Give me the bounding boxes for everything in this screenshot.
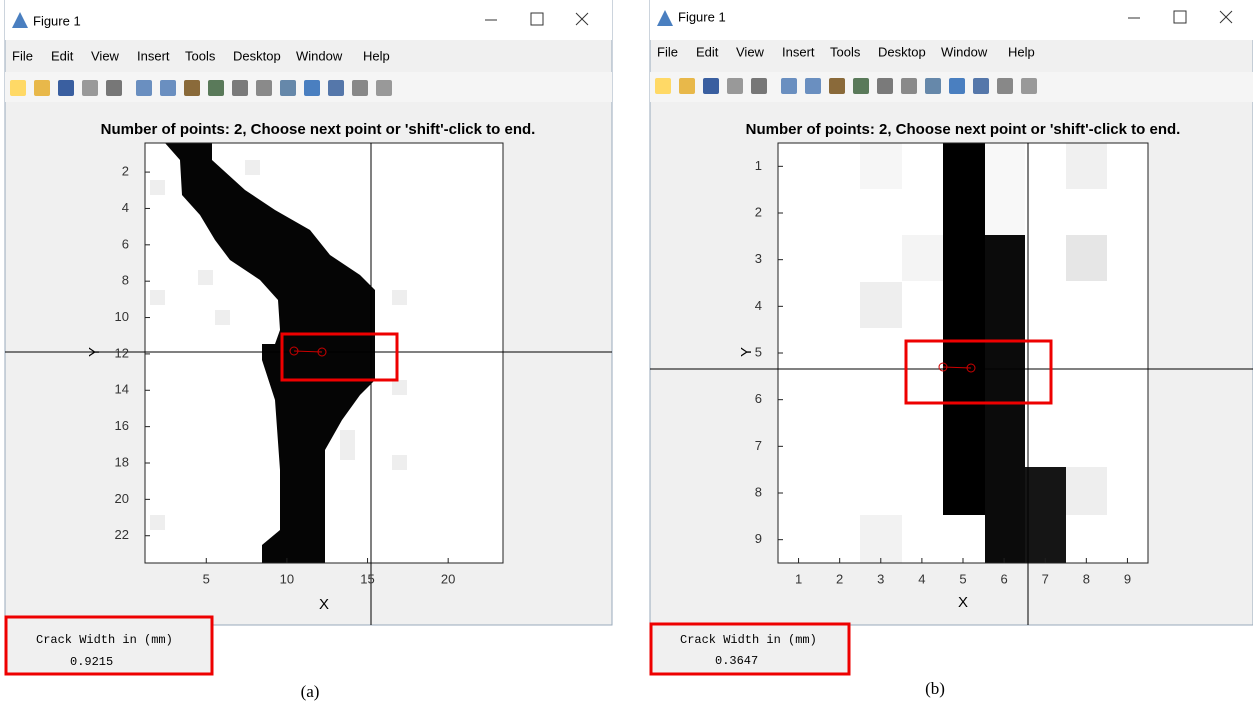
y-tick-label: 6 [755,391,762,406]
toolbar-button[interactable] [160,80,176,96]
window-title: Figure 1 [678,9,726,24]
y-axis-label: Y [86,347,103,357]
toolbar-button[interactable] [703,78,719,94]
y-tick-label: 7 [755,438,762,453]
toolbar-button[interactable] [328,80,344,96]
title-bar [5,0,612,40]
y-tick-label: 12 [115,345,129,360]
toolbar-button[interactable] [304,80,320,96]
toolbar-button[interactable] [10,80,26,96]
menu-item[interactable]: File [12,48,33,63]
x-tick-label: 2 [836,571,843,586]
toolbar-button[interactable] [82,80,98,96]
menu-item[interactable]: Desktop [878,44,926,59]
y-tick-label: 4 [755,298,762,313]
toolbar-button[interactable] [280,80,296,96]
y-tick-label: 14 [115,382,129,397]
window-title: Figure 1 [33,13,81,28]
y-axis-label: Y [738,347,755,357]
y-tick-label: 22 [115,527,129,542]
toolbar-button[interactable] [781,78,797,94]
menu-item[interactable]: Insert [137,48,170,63]
menu-item[interactable]: Window [296,48,343,63]
y-tick-label: 8 [122,273,129,288]
toolbar-button[interactable] [655,78,671,94]
toolbar-button[interactable] [829,78,845,94]
y-tick-label: 2 [122,164,129,179]
toolbar-button[interactable] [136,80,152,96]
y-tick-label: 2 [755,204,762,219]
toolbar-button[interactable] [376,80,392,96]
menu-item[interactable]: File [657,44,678,59]
x-tick-label: 5 [959,571,966,586]
y-tick-label: 10 [115,309,129,324]
toolbar-button[interactable] [58,80,74,96]
menu-item[interactable]: View [91,48,120,63]
y-tick-label: 3 [755,251,762,266]
output-label: Crack Width in (mm) [680,633,817,647]
output-value: 0.3647 [715,654,758,668]
toolbar-button[interactable] [901,78,917,94]
toolbar-button[interactable] [34,80,50,96]
toolbar-button[interactable] [727,78,743,94]
x-tick-label: 1 [795,571,802,586]
menu-item[interactable]: Desktop [233,48,281,63]
toolbar-button[interactable] [949,78,965,94]
toolbar-button[interactable] [973,78,989,94]
y-tick-label: 9 [755,531,762,546]
toolbar-button[interactable] [679,78,695,94]
menu-item[interactable]: Edit [51,48,74,63]
toolbar-button[interactable] [232,80,248,96]
menu-item[interactable]: View [736,44,765,59]
y-tick-label: 18 [115,454,129,469]
menu-item[interactable]: Edit [696,44,719,59]
toolbar-button[interactable] [997,78,1013,94]
menu-item[interactable]: Help [1008,44,1035,59]
x-tick-label: 4 [918,571,925,586]
x-axis-label: X [958,594,968,611]
toolbar-button[interactable] [1021,78,1037,94]
menu-item[interactable]: Tools [830,44,861,59]
toolbar-button[interactable] [352,80,368,96]
toolbar-button[interactable] [106,80,122,96]
toolbar-button[interactable] [925,78,941,94]
y-tick-label: 1 [755,158,762,173]
y-tick-label: 5 [755,344,762,359]
x-tick-label: 8 [1083,571,1090,586]
y-tick-label: 16 [115,418,129,433]
x-tick-label: 7 [1042,571,1049,586]
x-tick-label: 20 [441,571,455,586]
x-axis-label: X [319,596,329,613]
title-bar [650,0,1253,40]
caption: (a) [301,682,320,701]
y-tick-label: 6 [122,236,129,251]
x-tick-label: 10 [280,571,294,586]
x-tick-label: 9 [1124,571,1131,586]
caption: (b) [925,679,945,698]
toolbar-button[interactable] [256,80,272,96]
x-tick-label: 6 [1000,571,1007,586]
toolbar-button[interactable] [805,78,821,94]
x-tick-label: 3 [877,571,884,586]
x-tick-label: 15 [360,571,374,586]
axes-title: Number of points: 2, Choose next point o… [101,121,536,138]
y-tick-label: 8 [755,484,762,499]
menu-item[interactable]: Tools [185,48,216,63]
output-value: 0.9215 [70,655,113,669]
y-tick-label: 4 [122,200,129,215]
toolbar-button[interactable] [877,78,893,94]
toolbar-button[interactable] [853,78,869,94]
output-label: Crack Width in (mm) [36,633,173,647]
menu-item[interactable]: Insert [782,44,815,59]
screenshot: Figure 1 File Edit View Insert Tools Desktop Wi… [0,0,1253,712]
x-tick-label: 5 [203,571,210,586]
toolbar-button[interactable] [208,80,224,96]
toolbar-button[interactable] [184,80,200,96]
toolbar-button[interactable] [751,78,767,94]
y-tick-label: 20 [115,491,129,506]
menu-item[interactable]: Window [941,44,988,59]
axes-title: Number of points: 2, Choose next point o… [746,121,1181,138]
menu-item[interactable]: Help [363,48,390,63]
